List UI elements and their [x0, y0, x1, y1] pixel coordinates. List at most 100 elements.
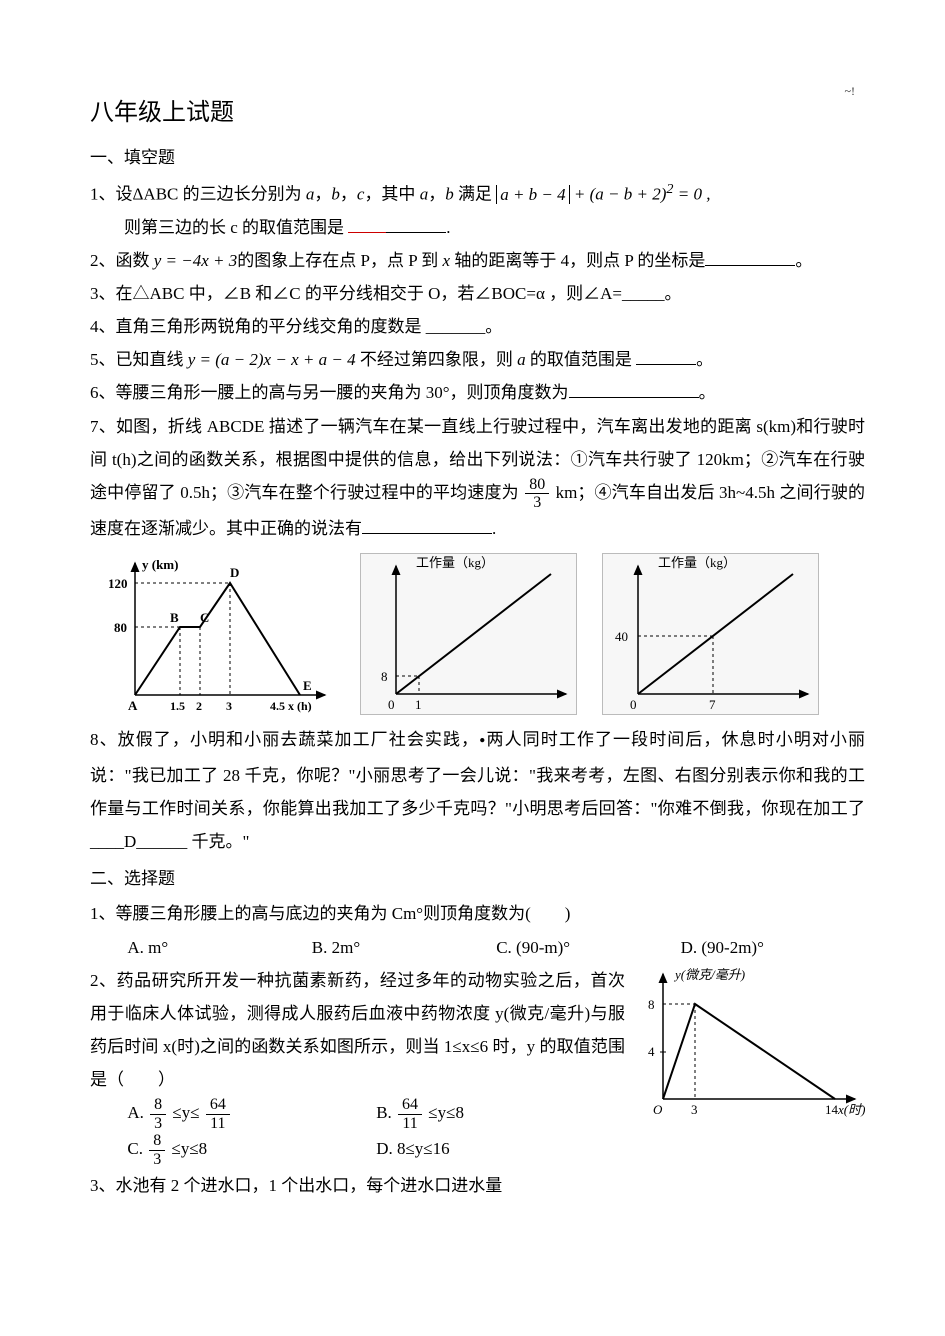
question-3: 3、在△ABC 中，∠B 和∠C 的平分线相交于 O，若∠BOC=α ，则∠A=…: [90, 277, 865, 310]
option-c: C. (90-m)°: [496, 931, 680, 964]
O: O: [653, 1102, 663, 1117]
den: 3: [525, 494, 549, 512]
var: a: [517, 350, 526, 369]
sep: ，: [428, 185, 445, 204]
q1-b: b: [331, 185, 340, 204]
blank: [386, 215, 446, 233]
q1-eq: = 0 ,: [673, 185, 710, 204]
x14: 14: [825, 1102, 839, 1117]
txt: 的取值范围是: [526, 350, 637, 369]
y4: 4: [648, 1044, 655, 1059]
s2q1-options: A. m° B. 2m° C. (90-m)° D. (90-2m)°: [90, 931, 865, 964]
option-b: B. 2m°: [312, 931, 496, 964]
eq: y = (a − 2)x − x + a − 4: [188, 350, 356, 369]
header-mark: ~!: [845, 80, 856, 103]
s2-question-1: 1、等腰三角形腰上的高与底边的夹角为 Cm°则顶角度数为( ): [90, 897, 865, 930]
var: a: [420, 185, 429, 204]
mid: ≤y≤8: [424, 1103, 464, 1122]
x7: 7: [709, 697, 716, 712]
blank: [362, 516, 492, 534]
question-7: 7、如图，折线 ABCDE 描述了一辆汽车在某一直线上行驶过程中，汽车离出发地的…: [90, 410, 865, 546]
var: x: [443, 251, 451, 270]
figures-row: y (km) 120 80 A B C D E 1.5 2 3 4.5 x (h…: [100, 553, 865, 715]
y40: 40: [615, 629, 628, 644]
question-4: 4、直角三角形两锐角的平分线交角的度数是 _______。: [90, 310, 865, 343]
frac: 83: [149, 1132, 165, 1168]
B: B: [170, 610, 179, 625]
option-a: A. m°: [127, 931, 311, 964]
mid: ≤y≤8: [167, 1139, 207, 1158]
A: A: [128, 698, 138, 713]
zero: 0: [388, 697, 395, 712]
frac: 6411: [398, 1096, 422, 1132]
txt: 6、等腰三角形一腰上的高与另一腰的夹角为 30°，则顶角度数为: [90, 383, 569, 402]
page-title: 八年级上试题: [90, 90, 865, 137]
title: 工作量（kg）: [416, 555, 494, 570]
x1: 1: [415, 697, 422, 712]
period: 。: [696, 350, 713, 369]
option-d: D. 8≤y≤16: [376, 1132, 625, 1168]
option-d: D. (90-2m)°: [681, 931, 865, 964]
question-5: 5、已知直线 y = (a − 2)x − x + a − 4 不经过第四象限，…: [90, 343, 865, 376]
title: 工作量（kg）: [658, 555, 736, 570]
txt: 2、函数: [90, 251, 154, 270]
option-a: A. 83 ≤y≤ 6411: [127, 1096, 376, 1132]
txt: 不经过第四象限，则: [356, 350, 518, 369]
q1-plus: + (a − b + 2): [570, 185, 667, 204]
txt: 满足: [454, 185, 492, 204]
txt: 8、放假了，小明和小丽去蔬菜加工厂社会实践，: [90, 730, 479, 749]
sep: ，其中: [364, 185, 419, 204]
question-6: 6、等腰三角形一腰上的高与另一腰的夹角为 30°，则顶角度数为。: [90, 376, 865, 409]
figure-q8-left: 工作量（kg） 8 0 1: [360, 553, 577, 715]
ylabel: y (km): [142, 557, 178, 572]
d: 11: [206, 1115, 230, 1133]
xlabel: x(时): [837, 1102, 865, 1117]
d: 3: [149, 1151, 165, 1169]
eq: y = −4x + 3: [154, 251, 238, 270]
zero: 0: [630, 697, 637, 712]
s2-question-3: 3、水池有 2 个进水口，1 个出水口，每个进水口进水量: [90, 1169, 625, 1202]
figure-q7-chart: y (km) 120 80 A B C D E 1.5 2 3 4.5 x (h…: [100, 555, 335, 715]
section-1-heading: 一、填空题: [90, 141, 865, 174]
num: 80: [525, 476, 549, 495]
txt: 5、已知直线: [90, 350, 188, 369]
blank-red: [348, 215, 386, 233]
d: 11: [398, 1115, 422, 1133]
txt: 的图象上存在点 P，点 P 到: [237, 251, 442, 270]
s2-question-2-wrap: 2、药品研究所开发一种抗菌素新药，经过多年的动物实验之后，首次用于临床人体试验，…: [90, 964, 865, 1202]
E: E: [303, 678, 312, 693]
mid: ≤y≤: [168, 1103, 204, 1122]
D: D: [230, 565, 239, 580]
y120: 120: [108, 576, 128, 591]
x3: 3: [691, 1102, 698, 1117]
sep: ，: [340, 185, 357, 204]
n: 8: [150, 1096, 166, 1115]
question-2: 2、函数 y = −4x + 3的图象上存在点 P，点 P 到 x 轴的距离等于…: [90, 244, 865, 277]
y8: 8: [648, 997, 655, 1012]
d: 3: [150, 1115, 166, 1133]
txt: 轴的距离等于 4，则点 P 的坐标是: [450, 251, 705, 270]
q1-line2: 则第三边的长 c 的取值范围是: [124, 218, 344, 237]
question-8: 8、放假了，小明和小丽去蔬菜加工厂社会实践，•两人同时工作了一段时间后，休息时小…: [90, 723, 865, 858]
q1-text: 1、设ΔABC 的三边长分别为: [90, 185, 306, 204]
ylabel: y(微克/毫升): [673, 967, 745, 982]
section-2-heading: 二、选择题: [90, 862, 865, 895]
question-1: 1、设ΔABC 的三边长分别为 a，b，c，其中 a，b 满足 a + b − …: [90, 176, 865, 244]
n: 8: [149, 1132, 165, 1151]
q1-abs: a + b − 4: [496, 185, 569, 204]
n: 64: [398, 1096, 422, 1115]
figure-s2q2-chart: y(微克/毫升) 8 4 O 3 14 x(时): [635, 964, 865, 1119]
blank: [636, 347, 696, 365]
option-b: B. 6411 ≤y≤8: [376, 1096, 625, 1132]
period: .: [492, 519, 496, 538]
frac: 83: [150, 1096, 166, 1132]
figure-q8-right: 工作量（kg） 40 0 7: [602, 553, 819, 715]
y8: 8: [381, 669, 388, 684]
lbl: C.: [127, 1139, 147, 1158]
period: .: [446, 218, 450, 237]
sep: ，: [314, 185, 331, 204]
q1-line2-wrap: 则第三边的长 c 的取值范围是 .: [90, 211, 865, 244]
xlabel: 4.5 x (h): [270, 699, 312, 713]
y80: 80: [114, 620, 127, 635]
s2-question-2: 2、药品研究所开发一种抗菌素新药，经过多年的动物实验之后，首次用于临床人体试验，…: [90, 964, 625, 1097]
